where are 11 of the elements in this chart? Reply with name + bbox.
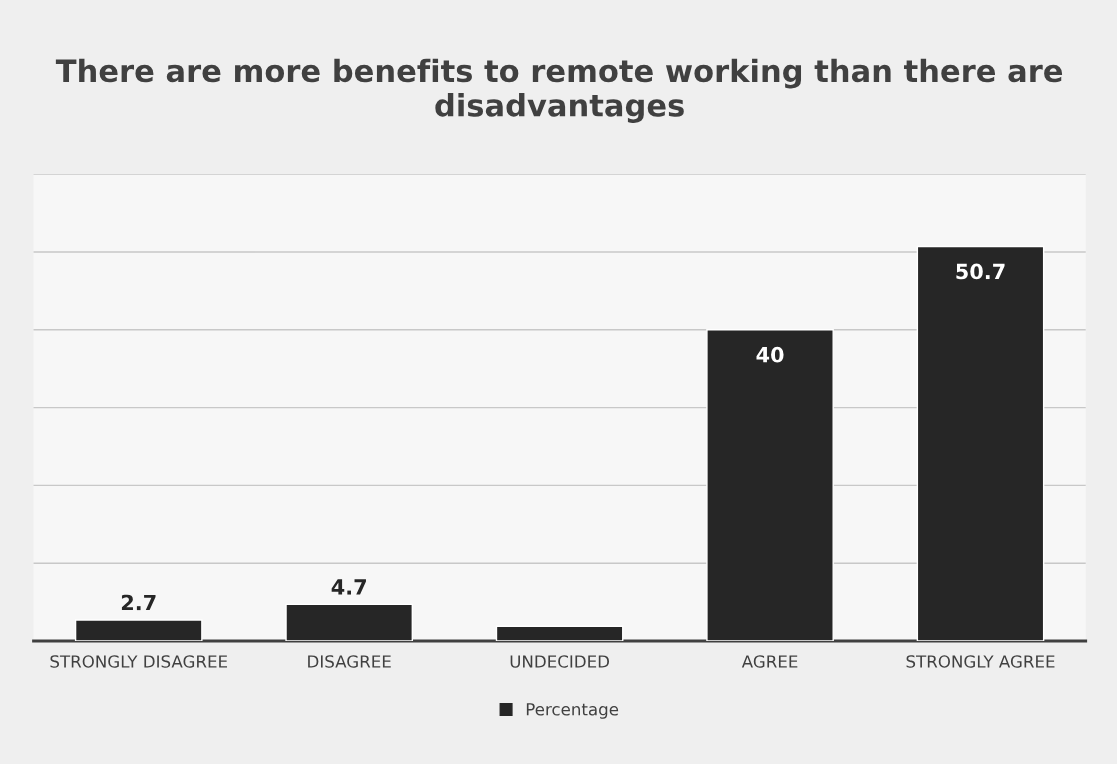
- legend-label: Percentage: [526, 703, 619, 719]
- x-tick-label: STRONGLY DISAGREE: [50, 655, 228, 668]
- data-label: 40: [756, 346, 784, 363]
- x-tick-label: AGREE: [741, 655, 798, 668]
- data-label: 2.7: [121, 594, 156, 611]
- x-tick-label: DISAGREE: [308, 655, 391, 668]
- data-label: 4.7: [331, 579, 366, 595]
- chart-title: There are more benefits to remote working than there are disadvantages: [55, 58, 1063, 123]
- x-tick-label: STRONGLY AGREE: [906, 655, 1055, 668]
- data-label: 50.7: [956, 263, 1005, 280]
- x-tick-label: UNDECIDED: [510, 655, 610, 668]
